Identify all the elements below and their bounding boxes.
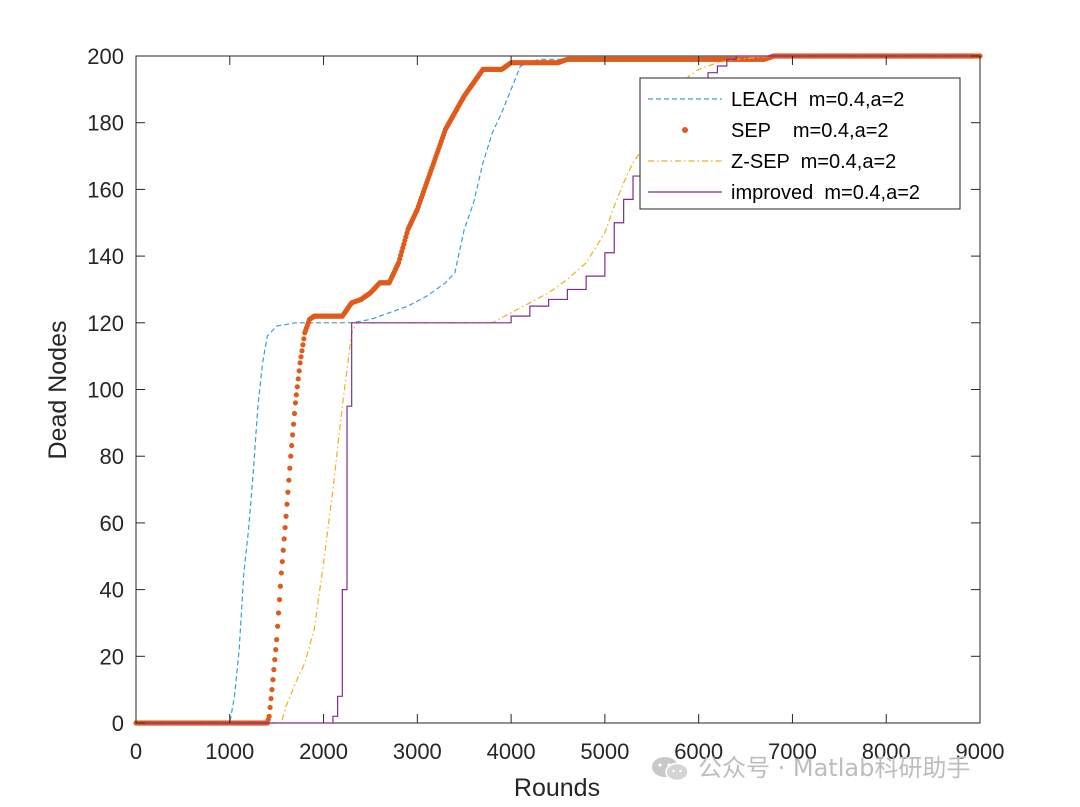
data-point — [267, 704, 273, 711]
legend-item: SEP m=0.4,a=2 — [682, 120, 889, 142]
data-point — [270, 677, 276, 683]
legend: LEACH m=0.4,a=2 SEP m=0.4,a=2 Z-SEP m=0.4,… — [639, 77, 961, 210]
y-tick-label: 200 — [87, 44, 124, 69]
data-point — [296, 368, 302, 374]
x-tick-label: 2000 — [299, 739, 348, 764]
watermark-text: 公众号 · Matlab科研助手 — [698, 754, 971, 782]
data-point — [290, 421, 297, 427]
data-point — [285, 489, 291, 495]
x-tick-label: 1000 — [205, 739, 254, 764]
series-line — [136, 55, 980, 724]
data-point — [275, 623, 281, 629]
data-point — [282, 524, 288, 531]
data-point — [273, 647, 279, 653]
data-point — [300, 342, 306, 348]
y-tick-label: 80 — [100, 444, 124, 469]
legend-label: LEACH m=0.4,a=2 — [731, 89, 904, 111]
data-point — [272, 657, 278, 663]
x-tick-label: 5000 — [580, 739, 629, 764]
x-axis-label: Rounds — [514, 774, 600, 802]
legend-item: LEACH m=0.4,a=2 — [648, 89, 904, 111]
x-tick-label: 3000 — [393, 739, 442, 764]
data-point — [286, 477, 292, 483]
data-point — [278, 570, 284, 576]
y-tick-label: 160 — [87, 177, 124, 202]
x-tick-label: 0 — [130, 739, 142, 764]
y-axis-label: Dead Nodes — [44, 321, 72, 460]
watermark: 公众号 · Matlab科研助手 — [650, 748, 970, 783]
data-point — [268, 695, 274, 702]
data-point — [293, 392, 299, 398]
y-tick-label: 100 — [87, 378, 124, 403]
data-point — [299, 348, 305, 354]
wechat-icon — [652, 757, 689, 782]
data-point — [276, 597, 283, 603]
y-tick-label: 40 — [100, 578, 124, 603]
legend-item: Z-SEP m=0.4,a=2 — [648, 151, 896, 173]
legend-box — [639, 77, 961, 210]
data-point — [295, 376, 301, 382]
data-point — [283, 513, 289, 519]
data-point — [275, 610, 282, 616]
data-point — [274, 637, 280, 643]
legend-label: improved m=0.4,a=2 — [731, 182, 920, 204]
data-point — [277, 583, 284, 589]
data-point — [281, 536, 287, 542]
y-tick-label: 60 — [100, 511, 124, 536]
data-point — [298, 354, 304, 360]
data-point — [279, 558, 285, 565]
data-point — [280, 547, 286, 553]
data-point — [294, 384, 300, 390]
x-tick-label: 8000 — [862, 739, 911, 764]
data-point — [271, 667, 277, 673]
legend-label: SEP m=0.4,a=2 — [731, 120, 889, 142]
y-tick-label: 20 — [100, 644, 124, 669]
data-point — [292, 400, 299, 406]
y-tick-label: 120 — [87, 311, 124, 336]
x-tick-label: 9000 — [956, 739, 1005, 764]
data-point — [287, 465, 293, 471]
legend-label: Z-SEP m=0.4,a=2 — [731, 151, 896, 173]
legend-item: improved m=0.4,a=2 — [648, 182, 920, 204]
y-tick-label: 0 — [112, 711, 124, 736]
data-point — [269, 687, 275, 693]
data-point — [301, 336, 307, 342]
x-tick-label: 7000 — [768, 739, 817, 764]
legend-marker — [682, 127, 688, 133]
y-tick-label: 140 — [87, 244, 124, 269]
data-point — [291, 410, 298, 417]
x-tick-label: 4000 — [487, 739, 536, 764]
data-point — [297, 360, 303, 366]
series-1 — [136, 55, 980, 724]
axis-ticks: 0 1000 2000 3000 4000 5000 6000 7000 8000 9000 0 20… — [87, 44, 1004, 764]
data-point — [284, 501, 290, 507]
series-layer — [133, 53, 983, 726]
x-tick-label: 6000 — [674, 739, 723, 764]
data-point — [266, 713, 272, 719]
series-2 — [133, 53, 983, 726]
y-tick-label: 180 — [87, 111, 124, 136]
data-point — [290, 432, 296, 438]
data-point — [288, 453, 294, 459]
data-point — [289, 442, 295, 449]
